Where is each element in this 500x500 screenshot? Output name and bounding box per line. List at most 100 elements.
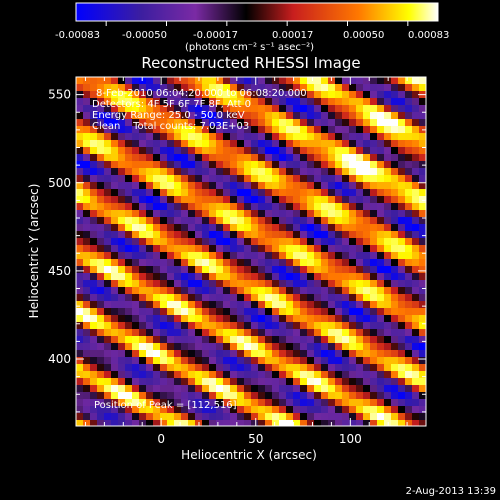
heatmap-cell [174,371,182,379]
heatmap-cell [132,161,140,169]
y-tick-label: 450 [48,264,71,278]
heatmap-cell [104,392,112,400]
heatmap-cell [293,196,301,204]
heatmap-cell [83,245,91,253]
heatmap-cell [139,84,147,92]
heatmap-cell [202,133,210,141]
heatmap-cell [132,364,140,372]
heatmap-cell [90,238,98,246]
heatmap-cell [216,371,224,379]
heatmap-cell [300,308,308,316]
heatmap-cell [272,147,280,155]
heatmap-cell [216,98,224,106]
heatmap-cell [167,112,175,120]
heatmap-cell [202,343,210,351]
heatmap-cell [363,399,371,407]
heatmap-cell [153,343,161,351]
heatmap-cell [174,112,182,120]
heatmap-cell [160,371,168,379]
heatmap-cell [83,406,91,414]
heatmap-cell [391,343,399,351]
heatmap-cell [286,343,294,351]
heatmap-cell [167,245,175,253]
heatmap-cell [160,322,168,330]
heatmap-cell [300,329,308,337]
heatmap-cell [223,385,231,393]
heatmap-cell [139,399,147,407]
heatmap-cell [160,364,168,372]
heatmap-cell [76,420,84,426]
heatmap-cell [139,413,147,421]
heatmap-cell [391,315,399,323]
heatmap-cell [251,168,259,176]
heatmap-cell [384,175,392,183]
heatmap-cell [202,266,210,274]
heatmap-cell [349,336,357,344]
heatmap-cell [244,336,252,344]
heatmap-cell [293,287,301,295]
heatmap-cell [216,406,224,414]
heatmap-cell [265,322,273,330]
heatmap-cell [244,105,252,113]
heatmap-cell [412,280,420,288]
heatmap-cell [146,385,154,393]
heatmap-cell [342,266,350,274]
heatmap-cell [153,105,161,113]
heatmap-cell [384,224,392,232]
heatmap-cell [398,224,406,232]
heatmap-cell [286,140,294,148]
heatmap-cell [230,336,238,344]
heatmap-cell [223,231,231,239]
heatmap-cell [202,77,210,85]
heatmap-cell [174,420,182,426]
heatmap-cell [132,350,140,358]
heatmap-cell [111,357,119,365]
heatmap-cell [405,98,413,106]
heatmap-cell [419,364,426,372]
heatmap-cell [321,203,329,211]
heatmap-cell [202,224,210,232]
heatmap-cell [104,322,112,330]
heatmap-cell [314,399,322,407]
heatmap-cell [146,154,154,162]
heatmap-cell [181,385,189,393]
heatmap-cell [405,196,413,204]
heatmap-cell [167,119,175,127]
heatmap-cell [265,119,273,127]
heatmap-cell [118,357,126,365]
heatmap-cell [76,392,84,400]
heatmap-cell [104,126,112,134]
heatmap-cell [265,266,273,274]
heatmap-cell [398,287,406,295]
heatmap-cell [188,343,196,351]
heatmap-cell [349,91,357,99]
heatmap-cell [97,273,105,281]
heatmap-cell [342,245,350,253]
heatmap-cell [363,364,371,372]
heatmap-cell [209,126,217,134]
heatmap-cell [412,98,420,106]
heatmap-cell [272,336,280,344]
heatmap-cell [265,371,273,379]
heatmap-cell [146,420,154,426]
heatmap-cell [272,189,280,197]
heatmap-cell [419,280,426,288]
heatmap-cell [209,133,217,141]
heatmap-cell [419,385,426,393]
heatmap-cell [370,147,378,155]
heatmap-cell [97,84,105,92]
heatmap-cell [83,119,91,127]
heatmap-cell [419,182,426,190]
heatmap-cell [314,133,322,141]
heatmap-cell [419,371,426,379]
heatmap-cell [167,217,175,225]
heatmap-cell [384,126,392,134]
heatmap-cell [293,119,301,127]
heatmap-cell [335,420,343,426]
heatmap-cell [335,140,343,148]
heatmap-cell [244,161,252,169]
heatmap-cell [258,329,266,337]
heatmap-cell [230,140,238,148]
heatmap-cell [307,133,315,141]
heatmap-cell [174,189,182,197]
